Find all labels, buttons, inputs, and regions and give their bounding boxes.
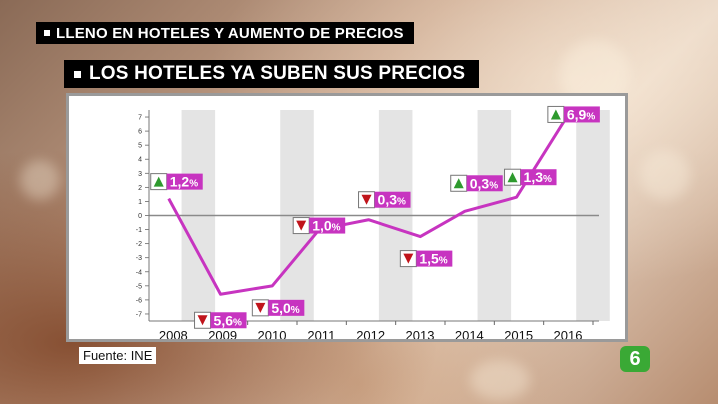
x-tick-label: 2010 xyxy=(258,328,287,339)
down-arrow-icon xyxy=(197,315,208,326)
value-box xyxy=(563,106,600,123)
value-box xyxy=(309,217,346,234)
data-label: 1,5% xyxy=(399,250,453,268)
value-box xyxy=(210,312,247,329)
data-label-unit: % xyxy=(397,197,406,208)
x-tick-label: 2016 xyxy=(554,328,583,339)
data-label: 0,3% xyxy=(358,191,411,209)
data-label-value: 1,5% xyxy=(419,251,447,267)
data-label-number: 5,6 xyxy=(214,312,234,328)
top-strap-text: LLENO EN HOTELES Y AUMENTO DE PRECIOS xyxy=(56,24,404,42)
data-label-value: 6,9% xyxy=(567,106,595,122)
bullet-square-icon xyxy=(44,30,50,36)
x-tick-label: 2011 xyxy=(307,328,335,339)
data-label-number: 1,3 xyxy=(524,169,544,185)
data-label-value: 1,2% xyxy=(170,174,198,190)
bullet-square-icon xyxy=(74,70,81,78)
value-box xyxy=(374,191,411,208)
data-label-unit: % xyxy=(586,111,595,122)
y-tick-label: 4 xyxy=(138,157,142,164)
data-label-number: 6,9 xyxy=(567,106,587,122)
data-label-number: 1,5 xyxy=(419,251,439,267)
y-tick-label: -1 xyxy=(136,227,142,234)
data-label-unit: % xyxy=(189,179,198,190)
y-tick-label: 6 xyxy=(138,129,142,136)
y-tick-label: 7 xyxy=(138,115,142,122)
data-label: 5,0% xyxy=(251,299,305,317)
value-box xyxy=(268,299,305,316)
y-tick-label: 5 xyxy=(138,143,142,150)
chart-panel: 7 6 5 4 3 2 1 0 -1 -2 -3 -4 -5 -6 -7 2008 2009 2010 2011 20… xyxy=(66,93,628,342)
data-label-number: 1,0 xyxy=(312,218,332,234)
up-arrow-icon xyxy=(507,172,518,183)
data-label-unit: % xyxy=(439,256,448,267)
y-tick-label: -5 xyxy=(136,283,142,290)
y-tick-label: 2 xyxy=(138,185,142,192)
data-label-number: 0,3 xyxy=(378,192,398,208)
x-tick-label: 2008 xyxy=(159,328,188,339)
y-tick-label: 0 xyxy=(138,213,142,220)
source-label: Fuente: INE xyxy=(79,347,157,364)
data-label-unit: % xyxy=(233,317,242,328)
y-tick-label: -7 xyxy=(136,311,142,318)
y-tick-label: -6 xyxy=(136,297,142,304)
series-line xyxy=(167,117,568,296)
data-label: 0,3% xyxy=(450,174,503,192)
data-label: 1,3% xyxy=(504,168,557,186)
x-tick-label: 2013 xyxy=(406,328,435,339)
headline-strap: LOS HOTELES YA SUBEN SUS PRECIOS xyxy=(64,60,480,88)
data-label-value: 5,0% xyxy=(271,300,299,316)
data-label: 1,0% xyxy=(292,217,346,235)
data-label: 1,2% xyxy=(150,173,203,191)
data-label-unit: % xyxy=(543,174,552,185)
value-box xyxy=(416,250,453,267)
down-arrow-icon xyxy=(296,220,307,231)
data-label-unit: % xyxy=(489,180,498,191)
data-label-number: 1,2 xyxy=(170,174,190,190)
down-arrow-icon xyxy=(361,194,372,205)
data-label-number: 0,3 xyxy=(470,175,490,191)
x-tick-label: 2012 xyxy=(356,328,385,339)
value-box xyxy=(166,173,203,190)
down-arrow-icon xyxy=(255,302,266,313)
x-tick-label: 2015 xyxy=(504,328,533,339)
data-label-value: 5,6% xyxy=(214,312,242,328)
up-arrow-icon xyxy=(153,176,164,187)
y-tick-label: -4 xyxy=(136,269,142,276)
data-label-number: 5,0 xyxy=(271,300,291,316)
headline-text: LOS HOTELES YA SUBEN SUS PRECIOS xyxy=(89,63,466,84)
data-label-value: 0,3% xyxy=(470,175,498,191)
y-tick-label: -2 xyxy=(136,241,142,248)
data-label-unit: % xyxy=(332,223,341,234)
value-box xyxy=(520,169,557,186)
down-arrow-icon xyxy=(403,253,414,264)
data-label-value: 0,3% xyxy=(378,192,406,208)
data-label: 5,6% xyxy=(194,311,247,329)
line-chart: 7 6 5 4 3 2 1 0 -1 -2 -3 -4 -5 -6 -7 2008 2009 2010 2011 20… xyxy=(136,105,610,339)
x-tick-label: 2014 xyxy=(455,328,484,339)
y-tick-label: 3 xyxy=(138,171,142,178)
lasexta-logo-icon: 6 xyxy=(620,346,650,372)
data-label-value: 1,0% xyxy=(312,218,340,234)
top-strap: LLENO EN HOTELES Y AUMENTO DE PRECIOS xyxy=(36,22,414,44)
data-label-unit: % xyxy=(291,305,300,316)
value-box xyxy=(466,175,503,192)
up-arrow-icon xyxy=(550,109,561,120)
y-tick-label: -3 xyxy=(136,255,142,262)
data-label-value: 1,3% xyxy=(524,169,552,185)
y-tick-label: 1 xyxy=(138,199,142,206)
up-arrow-icon xyxy=(453,178,464,189)
x-tick-label: 2009 xyxy=(208,328,237,339)
data-label: 6,9% xyxy=(547,105,600,123)
